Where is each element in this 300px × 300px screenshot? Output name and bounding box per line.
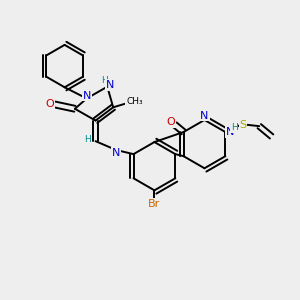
Text: N: N [106, 80, 114, 90]
Text: H: H [102, 76, 108, 85]
Text: H: H [84, 135, 91, 144]
Text: S: S [239, 120, 247, 130]
Text: Br: Br [148, 199, 160, 208]
Text: H: H [231, 123, 238, 132]
Text: CH₃: CH₃ [126, 97, 143, 106]
Text: N: N [226, 127, 234, 137]
Text: O: O [166, 117, 175, 127]
Text: O: O [46, 99, 54, 110]
Text: N: N [83, 91, 92, 100]
Text: N: N [112, 148, 120, 158]
Text: N: N [200, 110, 209, 121]
